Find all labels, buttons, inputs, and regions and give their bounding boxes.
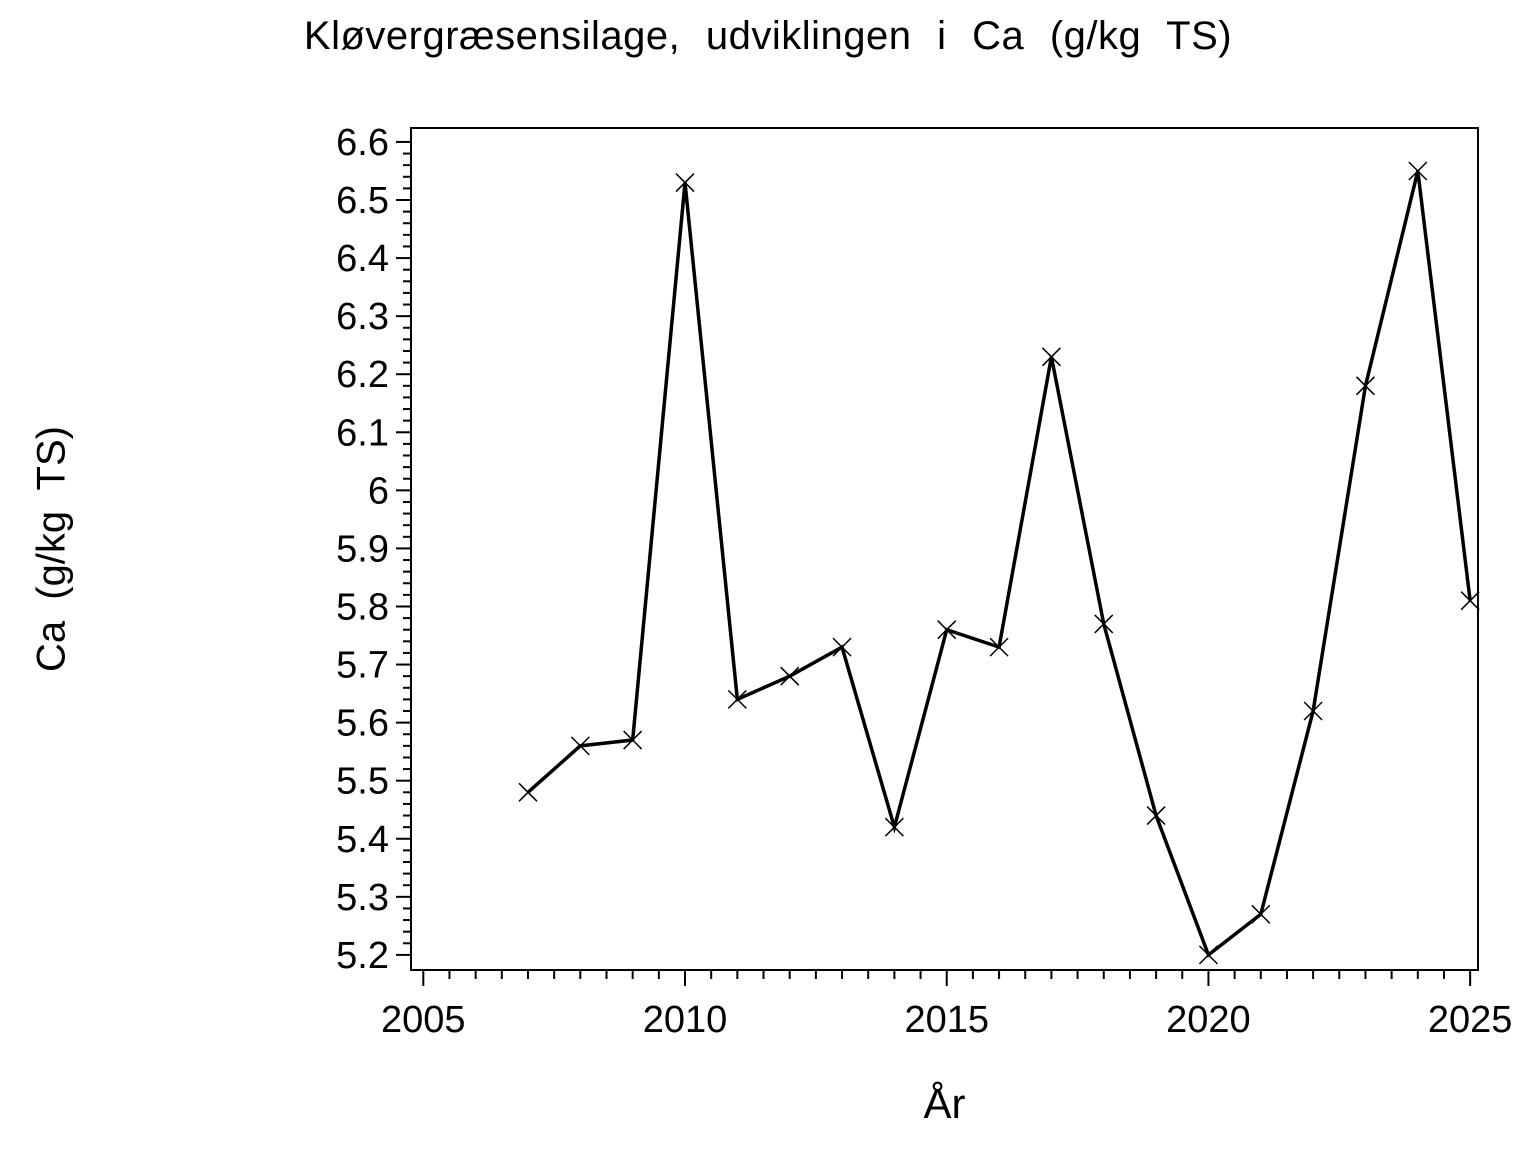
- y-tick-label: 5.5: [336, 761, 389, 803]
- y-tick-label: 6.6: [336, 122, 389, 164]
- x-tick-label: 2020: [1166, 999, 1251, 1041]
- x-tick-label: 2015: [904, 999, 989, 1041]
- data-point-marker: [570, 736, 590, 756]
- y-tick-label: 6.5: [336, 180, 389, 222]
- data-point-marker: [623, 730, 643, 750]
- y-tick-label: 5.6: [336, 703, 389, 745]
- y-tick-label: 5.9: [336, 528, 389, 570]
- data-point-marker: [1408, 161, 1428, 181]
- data-point-marker: [1355, 376, 1375, 396]
- data-point-marker: [1198, 945, 1218, 965]
- y-axis-ticks: 5.2 5.3 5.4 5.5 5.6 5.7 5.8 5.9 6 6.1 6.2 6.3 6.4 6.5…: [336, 122, 411, 977]
- y-tick-label: 6.1: [336, 412, 389, 454]
- data-point-marker: [1094, 614, 1114, 634]
- data-point-marker: [1146, 806, 1166, 826]
- data-point-marker: [1460, 591, 1480, 611]
- data-point-marker: [832, 637, 852, 657]
- y-tick-label: 6: [368, 470, 389, 512]
- data-point-marker: [727, 689, 747, 709]
- y-tick-label: 5.7: [336, 645, 389, 687]
- x-tick-label: 2005: [381, 999, 466, 1041]
- x-tick-label: 2025: [1428, 999, 1513, 1041]
- data-point-marker: [518, 782, 538, 802]
- data-point-marker: [1251, 904, 1271, 924]
- y-tick-label: 5.3: [336, 877, 389, 919]
- data-point-marker: [1303, 701, 1323, 721]
- data-point-marker: [780, 666, 800, 686]
- data-line: [526, 170, 1472, 958]
- x-tick-label: 2010: [643, 999, 728, 1041]
- data-point-marker: [884, 817, 904, 837]
- y-tick-label: 6.2: [336, 354, 389, 396]
- y-tick-label: 5.8: [336, 586, 389, 628]
- plot-border: [410, 127, 1479, 971]
- y-tick-label: 6.4: [336, 238, 389, 280]
- x-axis-title: År: [923, 1080, 966, 1127]
- y-tick-label: 5.4: [336, 819, 389, 861]
- data-point-marker: [1041, 347, 1061, 367]
- data-point-marker: [937, 620, 957, 640]
- data-point-marker: [675, 173, 695, 193]
- chart-title: Kløvergræsensilage, udviklingen i Ca (g/…: [303, 14, 1233, 58]
- x-axis-ticks: 2005 2010 2015 2020 2025: [381, 970, 1512, 1041]
- y-tick-label: 5.2: [336, 935, 389, 977]
- data-point-marker: [989, 637, 1009, 657]
- y-tick-label: 6.3: [336, 296, 389, 338]
- data-markers: [518, 161, 1480, 965]
